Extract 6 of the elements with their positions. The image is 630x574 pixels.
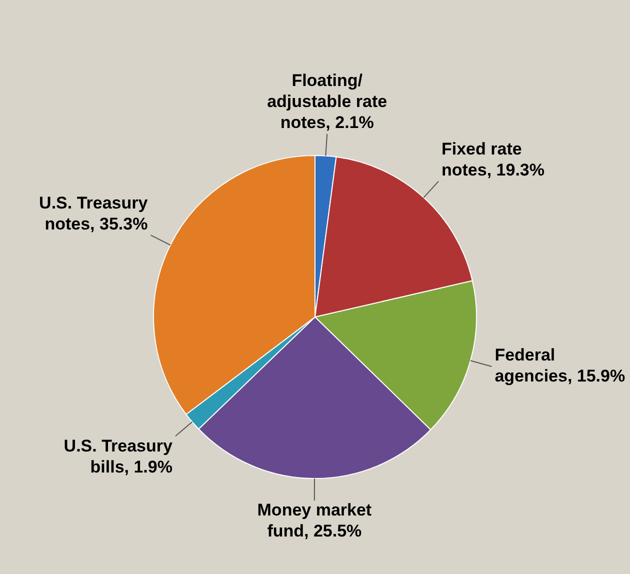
slice-label: U.S. Treasury bills, 1.9% bbox=[64, 436, 174, 476]
slice-label: Fixed rate notes, 19.3% bbox=[442, 139, 544, 180]
slice-label: Floating/adjustable rate notes, 2.1% bbox=[267, 71, 388, 132]
slice-label: Federal agencies, 15.9% bbox=[494, 346, 626, 386]
slice-label: U.S. Treasury notes, 35.3% bbox=[39, 193, 148, 234]
slice-label: Money market fund, 25.5% bbox=[257, 500, 372, 541]
